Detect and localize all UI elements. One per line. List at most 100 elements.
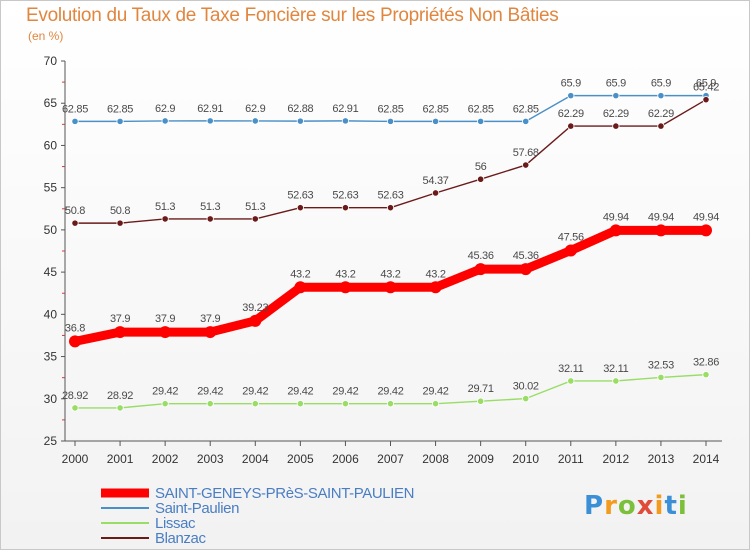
y-tick-label: 50	[44, 223, 58, 237]
data-point	[477, 117, 485, 125]
data-point	[386, 400, 395, 408]
data-label: 62.85	[62, 103, 88, 115]
data-point	[564, 244, 577, 257]
data-point	[249, 314, 262, 327]
data-label: 39.23	[242, 302, 268, 314]
data-label: 43.2	[290, 268, 310, 280]
data-point	[251, 215, 259, 223]
data-point	[431, 189, 440, 197]
data-point	[657, 92, 665, 100]
data-point	[206, 215, 214, 223]
data-label: 49.94	[693, 211, 719, 223]
y-axis-unit-label: (en %)	[28, 29, 64, 43]
logo-letter: i	[654, 491, 665, 521]
data-label: 62.29	[603, 108, 629, 120]
data-point	[251, 117, 259, 125]
data-label: 43.2	[380, 268, 400, 280]
data-label: 50.8	[110, 205, 130, 217]
data-label: 51.3	[245, 201, 265, 213]
x-tick-label: 2003	[197, 452, 224, 466]
data-point	[702, 96, 710, 104]
data-label: 56	[475, 161, 487, 173]
data-label: 43.2	[335, 268, 355, 280]
data-label: 62.88	[287, 103, 313, 115]
data-point	[341, 204, 350, 212]
data-label: 52.63	[332, 190, 358, 202]
data-point	[296, 117, 304, 125]
logo-letter: r	[604, 491, 618, 521]
data-point	[657, 373, 665, 382]
data-point	[609, 224, 622, 237]
data-point	[161, 117, 169, 125]
data-label: 62.9	[245, 103, 265, 115]
x-tick-label: 2010	[512, 452, 539, 466]
data-point	[116, 219, 124, 227]
data-label: 65.9	[651, 78, 671, 90]
y-tick-label: 70	[44, 54, 58, 68]
data-label: 29.42	[152, 386, 178, 398]
data-point	[519, 263, 532, 276]
data-label: 28.92	[62, 390, 88, 402]
data-point	[567, 377, 575, 385]
data-label: 62.29	[558, 108, 584, 120]
data-label: 62.9	[155, 103, 175, 115]
x-tick-label: 2009	[467, 452, 494, 466]
data-label: 65.9	[606, 78, 626, 90]
proxiti-logo: Proxiti	[584, 491, 688, 521]
y-tick-label: 65	[44, 96, 58, 110]
data-label: 62.91	[332, 103, 358, 115]
series-lissac: 28.92 28.92 29.42 29.42 29.42 29.42 29.42 29.42…	[62, 357, 719, 412]
data-label: 29.42	[377, 386, 403, 398]
data-point	[477, 397, 485, 405]
data-label: 62.85	[423, 103, 449, 115]
data-label: 30.02	[513, 381, 539, 393]
legend-label: Saint-Paulien	[155, 500, 239, 517]
logo-letter: P	[584, 491, 605, 521]
x-tick-label: 2005	[287, 452, 314, 466]
legend-label: Lissac	[155, 515, 196, 532]
x-tick-label: 2011	[558, 452, 584, 466]
x-tick-label: 2014	[693, 452, 720, 466]
data-label: 62.85	[107, 103, 133, 115]
data-label: 54.37	[423, 175, 449, 187]
data-point	[700, 224, 712, 237]
data-label: 37.9	[110, 313, 130, 325]
data-label: 32.53	[648, 359, 674, 371]
data-label: 49.94	[648, 211, 674, 223]
data-point	[522, 161, 530, 169]
data-point	[654, 224, 667, 237]
x-tick-label: 2013	[648, 452, 675, 466]
data-label: 37.9	[155, 313, 175, 325]
data-point	[71, 117, 79, 125]
data-label: 32.11	[558, 363, 583, 375]
x-tick-label: 2004	[242, 452, 269, 466]
data-label: 29.42	[423, 386, 449, 398]
data-point	[71, 219, 79, 227]
data-point	[612, 92, 620, 100]
data-label: 62.85	[377, 103, 403, 115]
logo-letter: t	[664, 491, 678, 521]
data-label: 28.92	[107, 390, 133, 402]
data-label: 45.36	[468, 250, 494, 262]
data-point	[339, 281, 352, 294]
data-label: 29.42	[242, 386, 268, 398]
data-point	[612, 377, 620, 385]
data-label: 50.8	[65, 205, 85, 217]
data-label: 29.71	[468, 383, 494, 395]
data-point	[114, 326, 127, 339]
data-label: 29.42	[332, 386, 358, 398]
data-label: 29.42	[197, 386, 223, 398]
logo-letter: o	[617, 491, 637, 521]
data-label: 47.56	[558, 231, 584, 243]
data-point	[204, 326, 217, 339]
x-tick-label: 2000	[62, 452, 89, 466]
data-point	[296, 204, 304, 212]
data-label: 52.63	[287, 190, 313, 202]
y-tick-label: 35	[44, 350, 58, 364]
logo-letter: i	[677, 491, 688, 521]
data-label: 57.68	[513, 147, 539, 159]
y-tick-label: 60	[44, 138, 58, 152]
data-label: 29.42	[287, 386, 313, 398]
